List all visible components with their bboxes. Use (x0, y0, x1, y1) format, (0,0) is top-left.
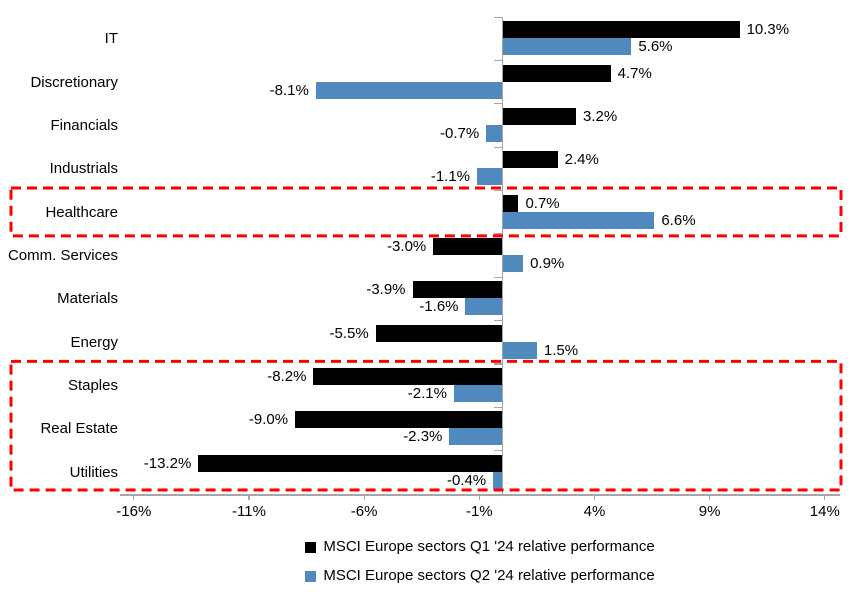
value-label: -2.1% (407, 385, 447, 403)
category-label: Comm. Services (7, 246, 118, 264)
bar-q1 (502, 21, 740, 39)
legend-item-q2: MSCI Europe sectors Q2 '24 relative perf… (305, 567, 655, 585)
value-label: -3.9% (366, 281, 406, 299)
value-label: -5.5% (329, 324, 369, 342)
bar-q2 (315, 81, 503, 99)
legend-label-q1: MSCI Europe sectors Q1 '24 relative perf… (323, 538, 655, 555)
value-label: -1.1% (430, 168, 471, 186)
legend-swatch-q2-icon (305, 570, 317, 582)
category-label: Utilities (69, 463, 118, 481)
value-label: 0.7% (525, 194, 560, 212)
category-label: IT (104, 30, 118, 48)
legend-label-q2: MSCI Europe sectors Q2 '24 relative perf… (323, 567, 655, 584)
category-label: Real Estate (40, 420, 118, 438)
value-label: 5.6% (638, 38, 673, 56)
bar-q1 (412, 281, 503, 299)
bar-q2 (449, 428, 503, 446)
value-label: -0.4% (446, 471, 487, 489)
bar-q2 (493, 471, 503, 489)
value-label: 4.7% (617, 64, 652, 82)
legend: MSCI Europe sectors Q1 '24 relative perf… (120, 538, 840, 585)
bar-q1 (375, 324, 503, 342)
bar-q2 (477, 168, 503, 186)
category-label: Energy (70, 333, 118, 351)
value-label: -13.2% (143, 454, 192, 472)
value-label: 3.2% (583, 107, 618, 125)
category-label: Financials (50, 116, 118, 134)
bar-q1 (433, 238, 503, 256)
value-label: 0.9% (530, 255, 565, 273)
bar-q2 (502, 211, 655, 229)
value-label: -2.3% (403, 428, 443, 446)
bar-q2 (453, 385, 503, 403)
category-label: Discretionary (30, 73, 118, 91)
bar-q2 (502, 255, 524, 273)
category-label: Industrials (49, 160, 118, 178)
value-label: -8.2% (267, 368, 307, 386)
value-label: 6.6% (661, 211, 696, 229)
category-label: Staples (67, 377, 118, 395)
bar-q1 (502, 151, 558, 169)
bar-q2 (465, 298, 503, 316)
bar-q2 (502, 38, 632, 56)
category-label: Healthcare (45, 203, 118, 221)
value-label: -1.6% (419, 298, 459, 316)
legend-item-q1: MSCI Europe sectors Q1 '24 relative perf… (305, 538, 655, 556)
category-label: Materials (57, 290, 118, 308)
value-label: 2.4% (564, 151, 599, 169)
value-label: -3.0% (387, 238, 427, 256)
value-label: 1.5% (543, 341, 579, 359)
bar-q1 (502, 194, 519, 212)
bar-q2 (486, 124, 503, 142)
bar-q1 (502, 64, 611, 82)
legend-swatch-q1-icon (305, 541, 317, 553)
bar-q1 (313, 368, 503, 386)
bar-q2 (502, 341, 537, 359)
value-label: -8.1% (269, 81, 309, 99)
value-label: -0.7% (440, 124, 480, 142)
bar-q1 (198, 454, 503, 472)
value-label: 10.3% (746, 21, 790, 39)
bar-q1 (295, 411, 503, 429)
value-label: -9.0% (248, 411, 289, 429)
bar-q1 (502, 107, 577, 125)
